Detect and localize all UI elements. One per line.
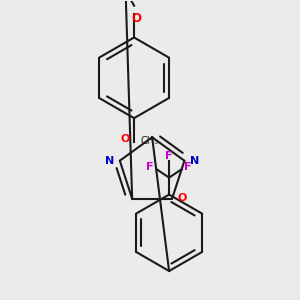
Text: N: N [190, 156, 199, 166]
Text: O: O [131, 12, 141, 25]
Text: O: O [121, 134, 130, 144]
Text: F: F [165, 152, 173, 161]
Text: CH₃: CH₃ [140, 136, 159, 146]
Text: F: F [146, 162, 154, 172]
Text: O: O [177, 193, 187, 203]
Text: F: F [184, 162, 192, 172]
Text: N: N [105, 156, 115, 166]
